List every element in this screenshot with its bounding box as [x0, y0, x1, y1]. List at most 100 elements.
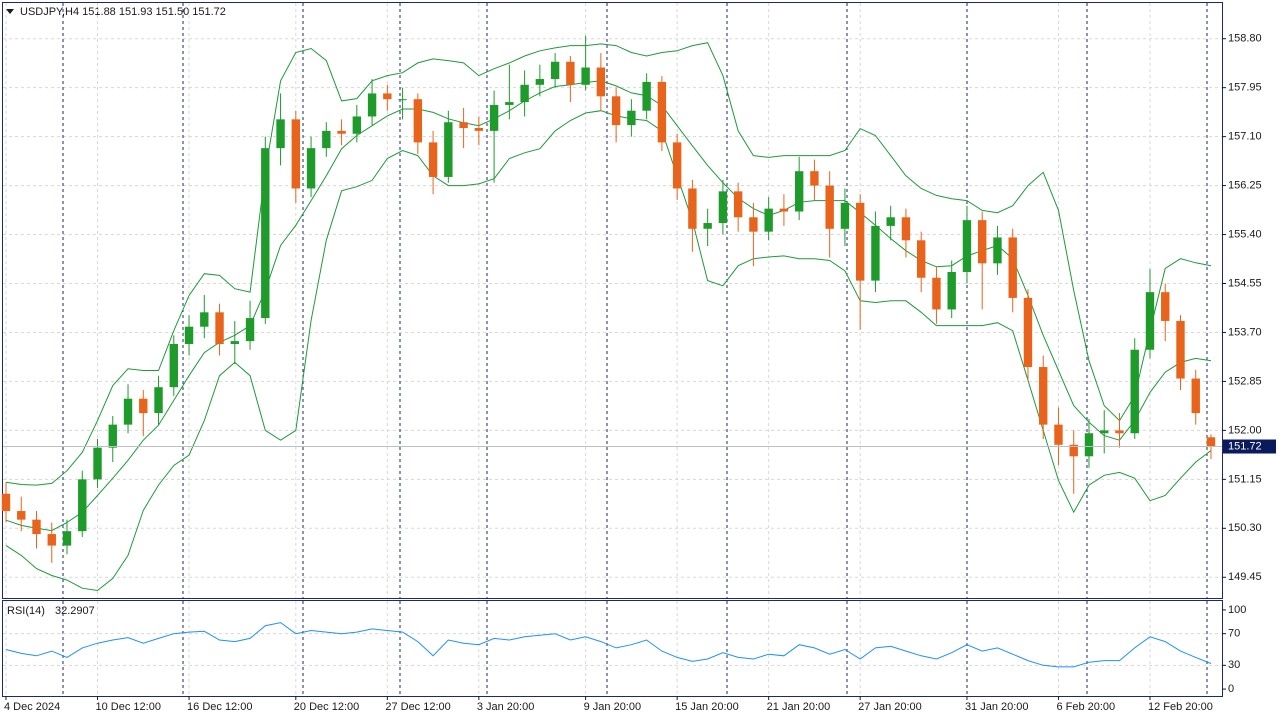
candle-body: [1084, 433, 1094, 457]
y-tick-label: 152.00: [1228, 424, 1262, 436]
candle-body: [459, 122, 468, 128]
x-tick-label: 4 Dec 2024: [4, 701, 60, 713]
candle-body: [154, 387, 163, 414]
rsi-tick-label: 0: [1228, 683, 1234, 695]
candle-body: [322, 130, 331, 149]
x-tick-label: 31 Jan 20:00: [965, 701, 1029, 713]
candle-body: [1145, 292, 1155, 350]
candle-body: [688, 188, 697, 229]
candle-body: [367, 93, 377, 117]
x-tick-label: 21 Jan 20:00: [767, 701, 831, 713]
rsi-tick-label: 100: [1228, 604, 1246, 616]
candle-body: [139, 398, 148, 414]
candle-body: [672, 142, 682, 189]
candle-body: [520, 84, 529, 103]
candle-body: [901, 217, 911, 241]
y-tick-label: 149.45: [1228, 571, 1262, 583]
x-tick-label: 3 Jan 20:00: [477, 701, 535, 713]
candle-body: [108, 424, 117, 448]
candle-body: [276, 119, 285, 149]
candle-body: [855, 202, 865, 281]
candle-body: [733, 191, 743, 218]
candle-body: [245, 318, 255, 342]
x-tick-label: 9 Jan 20:00: [584, 701, 642, 713]
candle-body: [1008, 237, 1017, 298]
candle-body: [1115, 430, 1124, 434]
candle-body: [611, 96, 621, 126]
y-tick-label: 157.95: [1228, 82, 1262, 94]
x-tick-label: 6 Feb 20:00: [1056, 701, 1115, 713]
bollinger-upper: [5, 42, 1212, 486]
candle-body: [1054, 424, 1063, 445]
candle-body: [230, 341, 239, 344]
candle-body: [886, 217, 895, 226]
candle-body: [657, 81, 667, 143]
current-price-box: [1223, 439, 1276, 454]
candle-body: [352, 116, 362, 134]
candle-body: [1100, 430, 1109, 434]
candle-body: [1023, 297, 1033, 368]
candle-body: [78, 479, 87, 532]
candle-body: [474, 127, 484, 131]
candle-body: [916, 240, 926, 278]
rsi-label: RSI(14): [7, 605, 45, 617]
candle-body: [444, 122, 453, 177]
candle-body: [596, 67, 606, 97]
y-tick-label: 150.30: [1228, 522, 1262, 534]
rsi-tick-label: 30: [1228, 659, 1240, 671]
candle-body: [62, 531, 72, 546]
candle-body: [627, 110, 636, 126]
candle-body: [47, 534, 56, 546]
candle-body: [413, 99, 423, 143]
candle-body: [566, 61, 575, 85]
x-tick-label: 15 Jan 20:00: [675, 701, 739, 713]
candle-body: [810, 171, 819, 186]
candle-body: [642, 81, 651, 111]
candle-body: [1039, 367, 1048, 425]
candle-body: [1, 493, 11, 512]
candle-body: [932, 277, 941, 310]
candle-body: [505, 102, 514, 105]
candle-body: [1069, 444, 1078, 457]
candle-body: [764, 208, 773, 232]
candle-body: [947, 271, 956, 310]
candle-body: [200, 312, 209, 327]
candle-body: [581, 67, 590, 85]
chart-title: USDJPY,H4 151.88 151.93 151.50 151.72: [20, 6, 226, 18]
candle-body: [718, 191, 728, 224]
y-tick-label: 152.85: [1228, 375, 1262, 387]
y-tick-label: 153.70: [1228, 326, 1262, 338]
candle-body: [398, 99, 407, 101]
x-tick-label: 27 Dec 12:00: [385, 701, 450, 713]
candle-body: [871, 225, 880, 281]
x-tick-label: 27 Jan 20:00: [858, 701, 922, 713]
candle-body: [1130, 349, 1139, 434]
rsi-tick-label: 70: [1228, 628, 1240, 640]
current-price-label: 151.72: [1228, 440, 1262, 452]
menu-triangle[interactable]: [6, 9, 14, 14]
candle-body: [32, 519, 41, 535]
candle-body: [306, 148, 316, 189]
candle-body: [825, 185, 834, 229]
candle-body: [428, 142, 438, 177]
rsi-panel-frame: [2, 600, 1223, 697]
candle-body: [993, 237, 1002, 264]
y-tick-label: 157.10: [1228, 131, 1262, 143]
candle-body: [840, 202, 850, 229]
candle-body: [169, 343, 178, 388]
candle-body: [93, 447, 102, 480]
y-tick-label: 154.55: [1228, 277, 1262, 289]
candle-body: [291, 119, 301, 189]
rsi-line: [5, 622, 1212, 668]
candle-body: [1176, 320, 1185, 379]
candle-body: [17, 511, 26, 520]
main-panel-frame: [2, 2, 1223, 599]
candle-body: [703, 223, 712, 229]
candle-body: [1161, 292, 1170, 321]
x-tick-label: 16 Dec 12:00: [187, 701, 252, 713]
rsi-value: 32.2907: [55, 605, 95, 617]
candle-body: [535, 79, 545, 85]
